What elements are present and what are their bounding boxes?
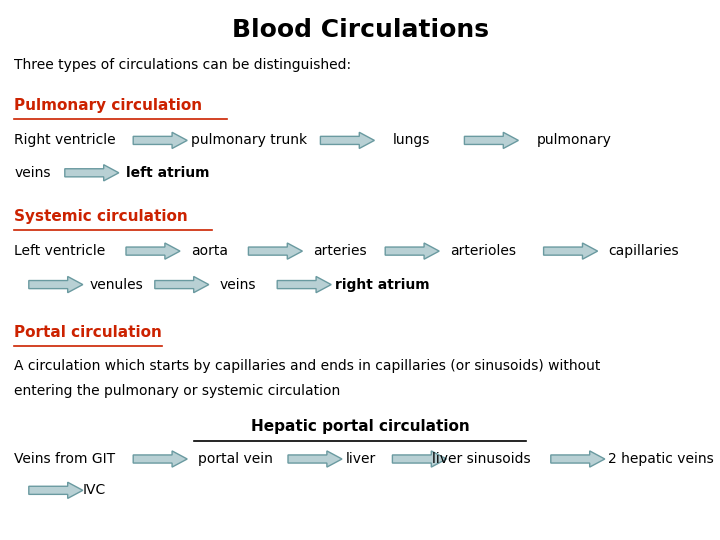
Text: 2 hepatic veins: 2 hepatic veins [608, 452, 714, 466]
Polygon shape [126, 243, 180, 259]
Text: Hepatic portal circulation: Hepatic portal circulation [251, 419, 469, 434]
Polygon shape [65, 165, 119, 181]
Text: Left ventricle: Left ventricle [14, 244, 106, 258]
Text: veins: veins [220, 278, 256, 292]
Polygon shape [320, 132, 374, 149]
Text: arteries: arteries [313, 244, 366, 258]
Polygon shape [133, 132, 187, 149]
Text: A circulation which starts by capillaries and ends in capillaries (or sinusoids): A circulation which starts by capillarie… [14, 359, 600, 373]
Text: portal vein: portal vein [198, 452, 273, 466]
Text: pulmonary: pulmonary [536, 133, 611, 147]
Text: arterioles: arterioles [450, 244, 516, 258]
Polygon shape [248, 243, 302, 259]
Text: left atrium: left atrium [126, 166, 210, 180]
Text: pulmonary trunk: pulmonary trunk [191, 133, 307, 147]
Text: Pulmonary circulation: Pulmonary circulation [14, 98, 202, 113]
Polygon shape [29, 276, 83, 293]
Text: venules: venules [90, 278, 144, 292]
Polygon shape [464, 132, 518, 149]
Text: Right ventricle: Right ventricle [14, 133, 116, 147]
Text: veins: veins [14, 166, 51, 180]
Text: capillaries: capillaries [608, 244, 679, 258]
Text: liver: liver [346, 452, 376, 466]
Text: Portal circulation: Portal circulation [14, 325, 162, 340]
Polygon shape [544, 243, 598, 259]
Polygon shape [29, 482, 83, 498]
Polygon shape [288, 451, 342, 467]
Polygon shape [385, 243, 439, 259]
Text: aorta: aorta [191, 244, 228, 258]
Text: Three types of circulations can be distinguished:: Three types of circulations can be disti… [14, 58, 351, 72]
Polygon shape [155, 276, 209, 293]
Text: right atrium: right atrium [335, 278, 429, 292]
Text: entering the pulmonary or systemic circulation: entering the pulmonary or systemic circu… [14, 384, 341, 399]
Polygon shape [392, 451, 446, 467]
Text: Veins from GIT: Veins from GIT [14, 452, 115, 466]
Polygon shape [277, 276, 331, 293]
Text: IVC: IVC [83, 483, 106, 497]
Text: Blood Circulations: Blood Circulations [232, 18, 488, 42]
Text: Systemic circulation: Systemic circulation [14, 208, 188, 224]
Polygon shape [551, 451, 605, 467]
Text: liver sinusoids: liver sinusoids [432, 452, 531, 466]
Text: lungs: lungs [392, 133, 430, 147]
Polygon shape [133, 451, 187, 467]
